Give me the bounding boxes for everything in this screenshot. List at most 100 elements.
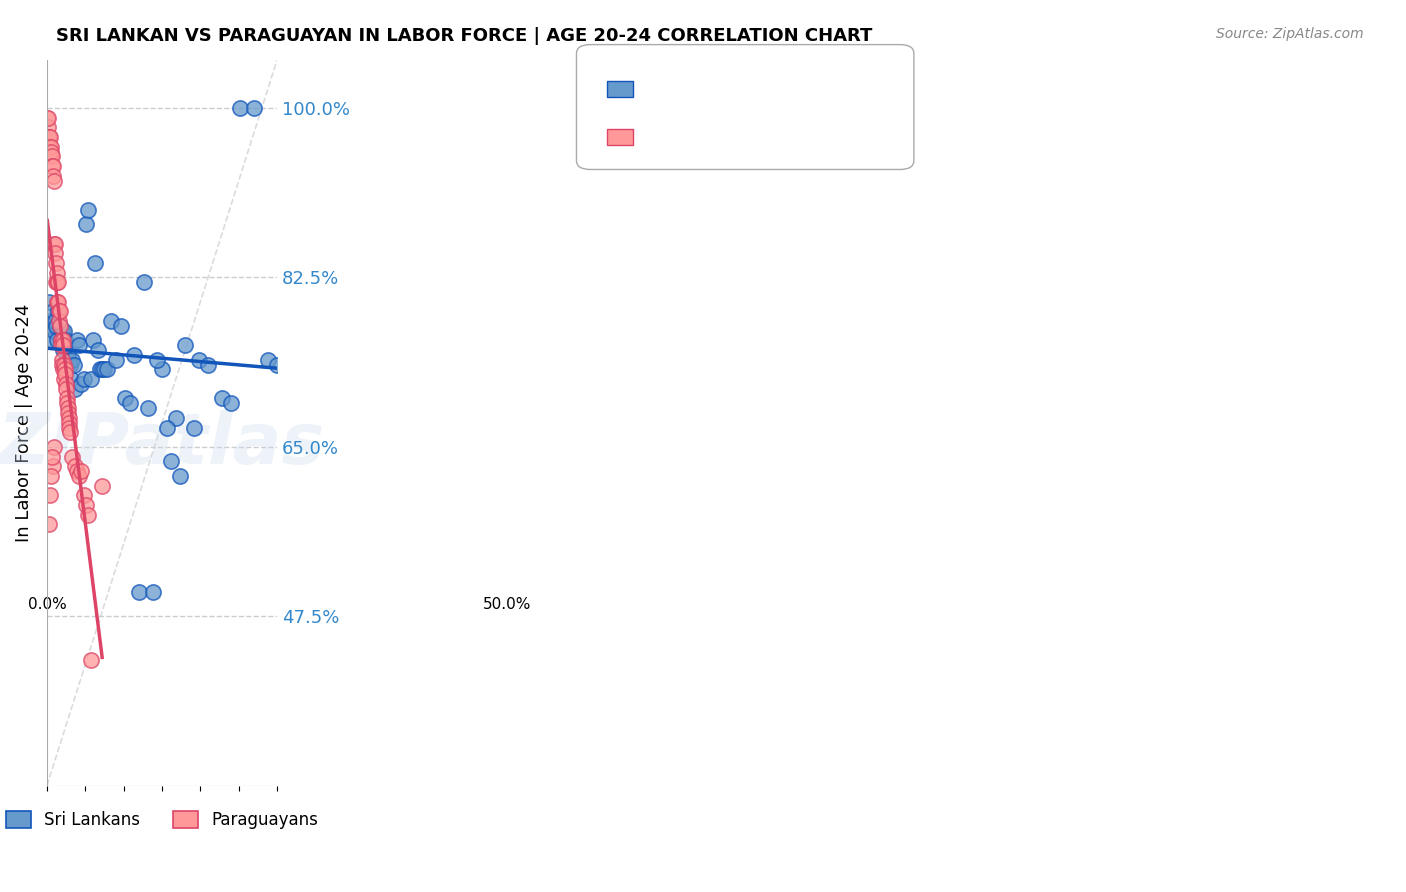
Point — [51, 324, 73, 338]
Point — [41, 334, 63, 348]
Point — [48, 304, 70, 318]
Point — [49, 334, 72, 348]
Point — [56, 401, 79, 416]
Point — [118, 396, 141, 410]
Point — [39, 488, 62, 502]
Point — [75, 217, 97, 231]
Point — [44, 236, 66, 251]
Point — [58, 410, 80, 425]
Point — [86, 343, 108, 357]
Point — [48, 314, 70, 328]
Point — [62, 358, 84, 372]
Point — [51, 338, 73, 352]
Point — [41, 149, 63, 163]
Point — [77, 202, 100, 217]
Point — [37, 111, 59, 125]
Point — [84, 256, 107, 270]
Text: ZIPatlas: ZIPatlas — [0, 410, 326, 479]
Point — [174, 338, 197, 352]
Point — [52, 362, 75, 376]
Point — [93, 362, 115, 376]
Point — [48, 304, 70, 318]
Point — [49, 334, 72, 348]
Point — [63, 459, 86, 474]
Point — [44, 314, 66, 328]
Point — [42, 169, 65, 183]
Point — [70, 376, 93, 391]
Point — [66, 464, 89, 478]
Point — [79, 372, 101, 386]
Point — [257, 352, 280, 367]
Point — [183, 420, 205, 434]
Point — [266, 358, 288, 372]
Point — [165, 410, 187, 425]
Point — [41, 145, 63, 159]
Point — [49, 318, 72, 333]
Point — [44, 246, 66, 260]
Point — [42, 174, 65, 188]
Point — [39, 469, 62, 483]
Point — [132, 275, 155, 289]
Point — [42, 304, 65, 318]
Point — [45, 266, 67, 280]
Point — [156, 420, 179, 434]
Point — [53, 368, 76, 382]
Point — [91, 362, 114, 376]
Point — [229, 101, 252, 115]
Y-axis label: In Labor Force | Age 20-24: In Labor Force | Age 20-24 — [15, 303, 32, 541]
Text: R = 0.056    N = 64: R = 0.056 N = 64 — [644, 80, 835, 98]
Point — [46, 334, 69, 348]
Point — [52, 343, 75, 357]
Point — [44, 236, 66, 251]
Point — [60, 352, 83, 367]
Point — [73, 488, 96, 502]
Point — [49, 318, 72, 333]
Point — [82, 334, 104, 348]
Point — [197, 358, 219, 372]
Point — [37, 120, 59, 135]
Point — [38, 130, 60, 145]
Point — [114, 392, 136, 406]
Point — [38, 130, 60, 145]
Point — [243, 101, 266, 115]
Point — [38, 130, 60, 145]
Point — [42, 440, 65, 454]
Point — [49, 304, 72, 318]
Point — [160, 454, 183, 468]
Point — [169, 469, 191, 483]
Point — [91, 478, 114, 492]
Point — [56, 396, 79, 410]
Point — [48, 294, 70, 309]
Point — [46, 294, 69, 309]
Point — [45, 275, 67, 289]
Point — [63, 382, 86, 396]
Point — [55, 358, 77, 372]
Point — [58, 352, 80, 367]
Point — [58, 420, 80, 434]
Point — [128, 585, 150, 599]
Point — [53, 362, 76, 376]
Point — [41, 318, 63, 333]
Point — [110, 318, 132, 333]
Point — [42, 159, 65, 173]
Point — [59, 372, 82, 386]
Point — [39, 140, 62, 154]
Point — [142, 585, 165, 599]
Point — [150, 362, 173, 376]
Point — [39, 314, 62, 328]
Point — [77, 508, 100, 522]
Point — [56, 406, 79, 420]
Point — [38, 517, 60, 532]
Point — [187, 352, 209, 367]
Text: 50.0%: 50.0% — [484, 597, 531, 612]
Point — [45, 318, 67, 333]
Point — [41, 450, 63, 464]
Point — [38, 294, 60, 309]
Text: Source: ZipAtlas.com: Source: ZipAtlas.com — [1216, 27, 1364, 41]
Point — [39, 149, 62, 163]
Text: SRI LANKAN VS PARAGUAYAN IN LABOR FORCE | AGE 20-24 CORRELATION CHART: SRI LANKAN VS PARAGUAYAN IN LABOR FORCE … — [56, 27, 873, 45]
Point — [219, 396, 242, 410]
Point — [59, 425, 82, 440]
Point — [53, 334, 76, 348]
Point — [67, 469, 90, 483]
